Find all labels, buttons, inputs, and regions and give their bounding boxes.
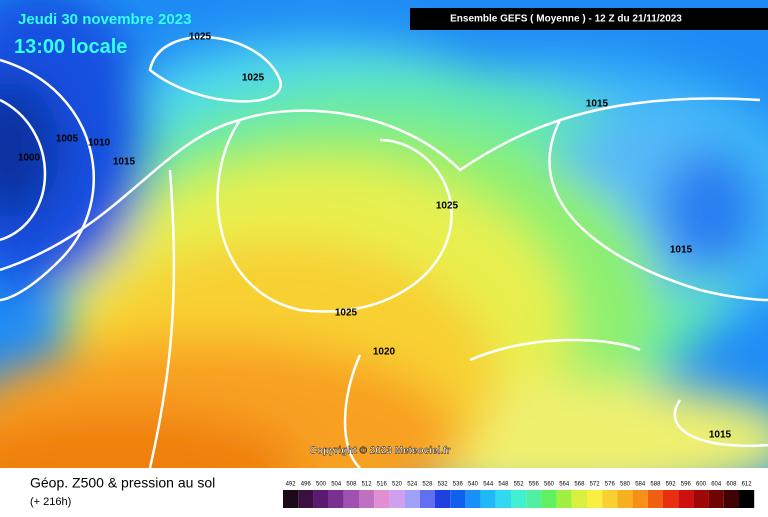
scale-label: 544 (483, 482, 494, 488)
run-info: Ensemble GEFS ( Moyenne ) - 12 Z du 21/1… (450, 14, 682, 25)
isobar-label: 1005 (56, 134, 79, 145)
scale-label: 516 (377, 482, 388, 488)
scale-label: 508 (346, 482, 357, 488)
scale-label: 556 (529, 482, 540, 488)
scale-label: 608 (726, 482, 737, 488)
scale-label: 492 (286, 482, 297, 488)
scale-label: 528 (422, 482, 433, 488)
scale-swatch (526, 490, 542, 508)
isobar-label: 1025 (335, 308, 358, 319)
scale-swatch (298, 490, 314, 508)
scale-swatch (617, 490, 633, 508)
isobar-label: 1015 (113, 157, 136, 168)
scale-label: 576 (605, 482, 616, 488)
scale-label: 540 (468, 482, 479, 488)
scale-swatch (723, 490, 739, 508)
scale-label: 512 (362, 482, 373, 488)
scale-swatch (708, 490, 724, 508)
scale-label: 572 (590, 482, 601, 488)
scale-label: 504 (331, 482, 342, 488)
date: Jeudi 30 novembre 2023 (18, 11, 191, 28)
color-scale: 492 496 500 504 508 512 516 520 524 528 532 536 540 5… (283, 482, 755, 508)
scale-swatch (647, 490, 663, 508)
scale-swatch (404, 490, 420, 508)
scale-swatch (602, 490, 618, 508)
scale-label: 596 (681, 482, 692, 488)
scale-swatch (587, 490, 603, 508)
isobar-label: 1000 (18, 153, 41, 164)
isobar-label: 1015 (586, 99, 609, 110)
scale-label: 520 (392, 482, 403, 488)
time: 13:00 locale (14, 36, 127, 58)
scale-label: 604 (711, 482, 722, 488)
scale-label: 580 (620, 482, 631, 488)
scale-swatch (571, 490, 587, 508)
scale-swatch (283, 490, 299, 508)
scale-swatch (678, 490, 694, 508)
scale-label: 560 (544, 482, 555, 488)
isobar-label: 1015 (670, 245, 693, 256)
legend-title: Géop. Z500 & pression au sol (30, 475, 215, 491)
scale-label: 524 (407, 482, 418, 488)
scale-label: 588 (650, 482, 661, 488)
legend-subtitle: (+ 216h) (30, 496, 71, 508)
isobar-label: 1025 (436, 201, 459, 212)
scale-swatch (632, 490, 648, 508)
scale-swatch (495, 490, 511, 508)
scale-label: 568 (574, 482, 585, 488)
scale-swatch (419, 490, 435, 508)
scale-label: 552 (514, 482, 525, 488)
isobar-label: 1015 (709, 430, 732, 441)
isobar-label: 1010 (88, 138, 111, 149)
isobar-labels: 1025 1025 1005 1010 1000 1015 1015 1025 1015 1025… (18, 32, 732, 441)
scale-swatch (556, 490, 572, 508)
run-box (410, 8, 768, 30)
scale-swatch (541, 490, 557, 508)
scale-label: 612 (742, 482, 753, 488)
isobar-label: 1025 (242, 73, 265, 84)
scale-label: 564 (559, 482, 570, 488)
scale-swatch (359, 490, 375, 508)
scale-swatch (328, 490, 344, 508)
copyright: Copyright © 2023 Meteociel.fr (310, 446, 451, 457)
isobar-label: 1025 (189, 32, 212, 43)
scale-label: 532 (438, 482, 449, 488)
scale-label: 600 (696, 482, 707, 488)
scale-label: 592 (666, 482, 677, 488)
scale-label: 496 (301, 482, 312, 488)
scale-swatch (374, 490, 390, 508)
scale-swatch (465, 490, 481, 508)
scale-label: 500 (316, 482, 327, 488)
scale-swatch (389, 490, 405, 508)
scale-swatch (511, 490, 527, 508)
scale-swatch (435, 490, 451, 508)
scale-swatch (313, 490, 329, 508)
scale-swatch (480, 490, 496, 508)
scale-label: 536 (453, 482, 464, 488)
scale-label: 584 (635, 482, 646, 488)
scale-swatch (343, 490, 359, 508)
isobar-label: 1020 (373, 347, 396, 358)
scale-swatch (663, 490, 679, 508)
scale-swatch (450, 490, 466, 508)
scale-swatch (693, 490, 709, 508)
scale-swatch (739, 490, 755, 508)
scale-label: 548 (498, 482, 509, 488)
